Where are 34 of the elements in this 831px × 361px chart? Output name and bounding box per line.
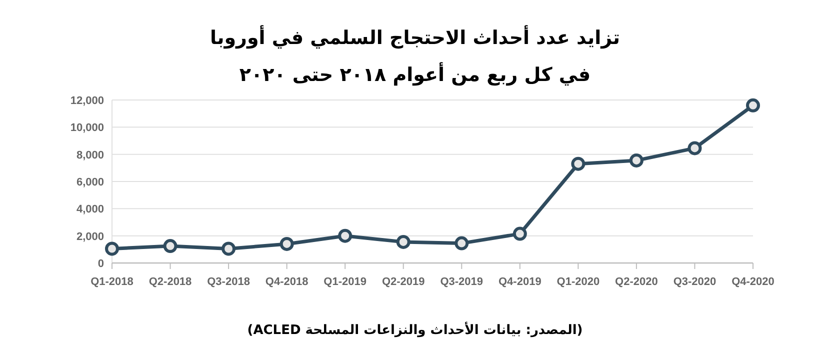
point xyxy=(512,226,527,241)
point xyxy=(105,242,119,256)
x-tick-label: Q2-2019 xyxy=(382,276,425,288)
x-tick-label: Q4-2019 xyxy=(498,276,542,288)
point xyxy=(571,156,586,171)
x-tick-label: Q1-2020 xyxy=(556,276,600,288)
x-tick-label: Q4-2020 xyxy=(732,276,774,288)
x-tick-label: Q1-2019 xyxy=(324,276,366,288)
y-tick-label: 8,000 xyxy=(76,149,104,162)
point xyxy=(688,141,702,156)
y-tick-label: 0 xyxy=(98,258,104,270)
point xyxy=(163,239,178,254)
point xyxy=(338,228,352,243)
x-tick-label: Q1-2018 xyxy=(90,276,134,288)
y-tick-label: 12,000 xyxy=(70,95,104,107)
x-tick-label: Q3-2020 xyxy=(673,276,716,288)
y-tick-label: 6,000 xyxy=(76,176,104,188)
point xyxy=(454,236,469,250)
x-tick-label: Q3-2018 xyxy=(207,276,250,288)
point xyxy=(629,153,644,168)
x-tick-label: Q2-2020 xyxy=(615,276,658,288)
x-tick-label: Q4-2018 xyxy=(265,276,308,288)
point xyxy=(222,242,236,256)
y-tick-label: 2,000 xyxy=(76,230,104,243)
point xyxy=(396,234,410,249)
y-tick-label: 10,000 xyxy=(70,122,104,134)
point xyxy=(746,98,760,112)
text: (المصدر: بيانات الأحداث والنزاعات المسلحة ACLED) xyxy=(247,321,583,338)
chart-subtitle: في كل ربع من أعوام ٢٠١٨ حتى ٢٠٢٠ xyxy=(239,62,591,86)
y-tick-label: 4,000 xyxy=(76,204,104,216)
x-tick-label: Q2-2018 xyxy=(148,276,192,288)
point xyxy=(280,236,294,251)
chart-title: تزايد عدد أحداث الاحتجاج السلمي في أوروبا xyxy=(210,25,620,49)
x-tick-label: Q3-2019 xyxy=(440,276,484,288)
